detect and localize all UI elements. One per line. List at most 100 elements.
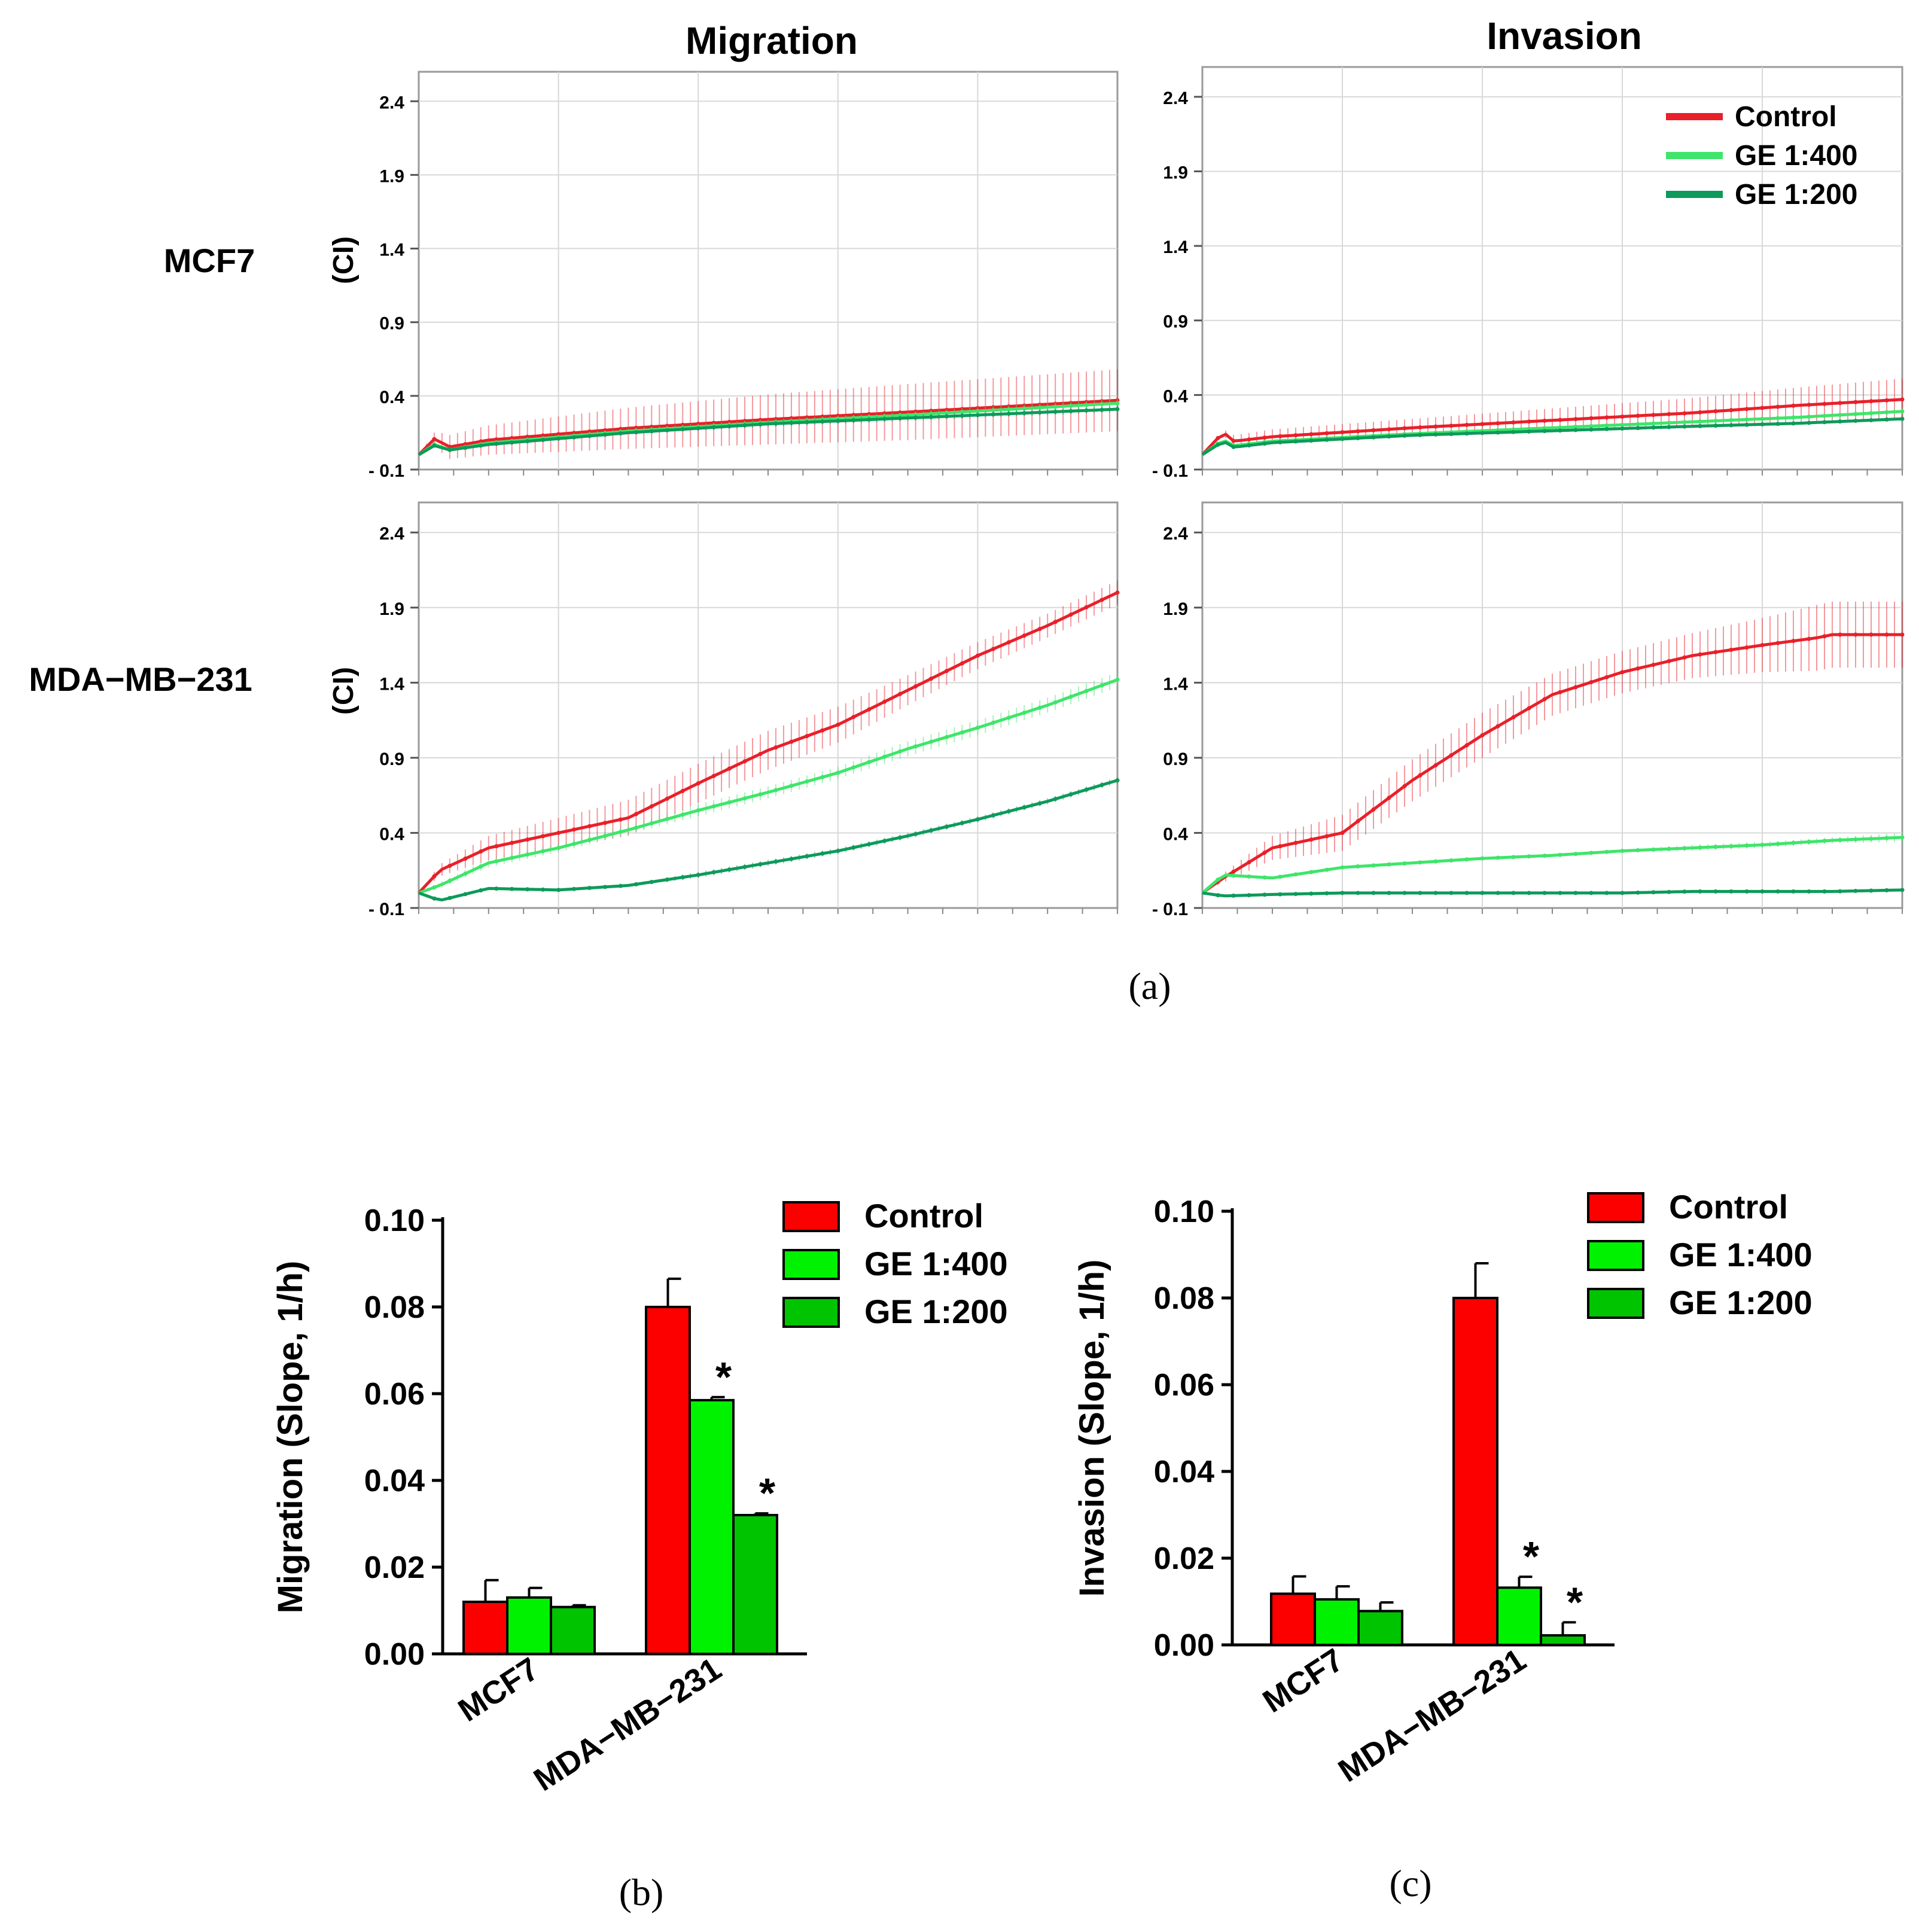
data-point bbox=[1418, 432, 1423, 437]
data-point bbox=[727, 424, 732, 429]
data-point bbox=[836, 849, 840, 854]
data-point bbox=[898, 691, 903, 696]
data-point bbox=[556, 846, 561, 851]
data-point bbox=[1651, 413, 1656, 418]
data-point bbox=[1791, 840, 1796, 845]
data-point bbox=[1667, 412, 1671, 416]
data-point bbox=[1869, 411, 1874, 416]
data-point bbox=[867, 842, 872, 846]
data-point bbox=[1589, 891, 1594, 895]
data-point bbox=[1356, 429, 1360, 434]
data-point bbox=[432, 896, 437, 901]
data-point bbox=[805, 779, 809, 784]
data-point bbox=[618, 817, 623, 822]
data-point bbox=[991, 412, 995, 417]
data-point bbox=[525, 887, 530, 892]
series-line bbox=[418, 779, 1118, 901]
data-point bbox=[898, 416, 903, 420]
bar bbox=[462, 1601, 508, 1655]
data-point bbox=[649, 425, 654, 429]
y-tick-label: 1.4 bbox=[379, 240, 404, 260]
data-point bbox=[1495, 855, 1500, 860]
data-point bbox=[1006, 715, 1011, 720]
data-point bbox=[975, 409, 980, 413]
data-point bbox=[1115, 407, 1120, 412]
data-point bbox=[1309, 432, 1314, 437]
data-point bbox=[618, 426, 623, 431]
data-point bbox=[1884, 632, 1889, 637]
data-point bbox=[851, 715, 856, 720]
y-tick-label: 0.08 bbox=[364, 1290, 425, 1325]
y-tick-label: 0.06 bbox=[364, 1377, 425, 1412]
data-point bbox=[789, 416, 794, 420]
data-point bbox=[1084, 605, 1089, 610]
data-point bbox=[1744, 889, 1749, 894]
bar bbox=[550, 1605, 596, 1655]
data-point bbox=[1340, 891, 1345, 895]
data-point bbox=[510, 886, 514, 891]
data-point bbox=[1511, 715, 1516, 720]
data-point bbox=[1729, 418, 1734, 422]
series-ge-1-200 bbox=[418, 406, 1120, 456]
data-point bbox=[1542, 891, 1547, 895]
data-point bbox=[572, 827, 577, 832]
data-point bbox=[1293, 439, 1298, 444]
y-tick-label: - 0.1 bbox=[1152, 461, 1188, 481]
data-point bbox=[1356, 864, 1360, 869]
data-point bbox=[1371, 863, 1376, 868]
data-point bbox=[1651, 890, 1656, 895]
data-point bbox=[975, 817, 980, 822]
data-point bbox=[649, 821, 654, 826]
data-point bbox=[867, 760, 872, 764]
data-point bbox=[1604, 426, 1609, 431]
data-point bbox=[758, 751, 763, 756]
bar-chart-b: 0.00 0.02 0.04 0.06 0.08 0.10 Migration (Slope… bbox=[271, 1197, 1008, 1798]
data-point bbox=[1744, 417, 1749, 422]
y-tick-label: 2.4 bbox=[1163, 89, 1188, 108]
data-point bbox=[618, 431, 623, 436]
y-tick-label: 0.4 bbox=[1163, 386, 1188, 406]
data-point bbox=[1068, 404, 1073, 409]
data-point bbox=[541, 887, 546, 892]
data-point bbox=[602, 432, 607, 437]
panel-label-a: (a) bbox=[1128, 965, 1171, 1007]
data-point bbox=[1573, 852, 1578, 857]
y-tick-label: 2.4 bbox=[379, 93, 404, 112]
plot-frame bbox=[418, 501, 1119, 909]
data-point bbox=[1495, 421, 1500, 426]
data-point bbox=[1037, 405, 1042, 410]
data-point bbox=[913, 744, 918, 749]
data-point bbox=[789, 739, 794, 744]
data-point bbox=[820, 728, 825, 733]
data-point bbox=[1464, 891, 1469, 895]
y-tick-label: 0.02 bbox=[364, 1550, 425, 1585]
data-point bbox=[1884, 410, 1889, 415]
data-point bbox=[1791, 639, 1796, 644]
data-point bbox=[867, 412, 872, 416]
data-point bbox=[479, 443, 483, 448]
data-point bbox=[991, 813, 995, 818]
data-point bbox=[773, 421, 778, 426]
data-point bbox=[1589, 679, 1594, 684]
data-point bbox=[649, 879, 654, 884]
y-tick-label: 0.4 bbox=[1163, 824, 1188, 844]
data-point bbox=[805, 734, 809, 739]
data-point bbox=[432, 443, 437, 448]
data-point bbox=[541, 437, 546, 442]
data-point bbox=[1589, 423, 1594, 428]
data-point bbox=[1309, 891, 1314, 896]
data-point bbox=[1371, 435, 1376, 440]
data-point bbox=[1713, 409, 1718, 414]
data-point bbox=[1604, 891, 1609, 895]
data-point bbox=[1037, 626, 1042, 631]
data-point bbox=[1464, 743, 1469, 748]
data-point bbox=[851, 845, 856, 850]
data-point bbox=[991, 408, 995, 413]
data-point bbox=[1682, 889, 1687, 894]
data-point bbox=[494, 859, 499, 864]
data-point bbox=[1262, 892, 1267, 897]
data-point bbox=[1760, 422, 1765, 426]
data-point bbox=[572, 886, 577, 891]
column-title-migration: Migration bbox=[686, 19, 858, 62]
